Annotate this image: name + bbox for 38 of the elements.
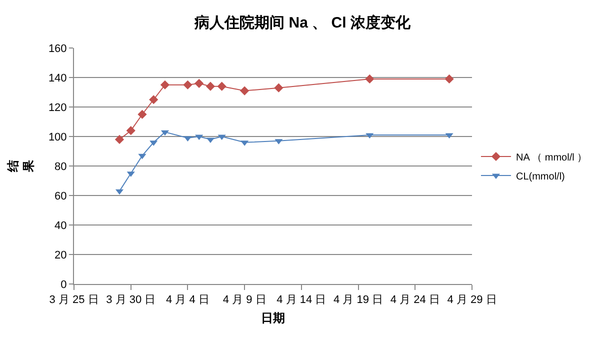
legend-label: CL(mmol/l) xyxy=(516,171,565,182)
x-tick-label: 4 月 29 日 xyxy=(447,294,497,306)
y-tick-label: 100 xyxy=(48,131,67,144)
chart-title: 病人住院期间 Na 、 Cl 浓度变化 xyxy=(194,14,412,32)
x-axis-title: 日期 xyxy=(261,311,285,326)
y-tick-label: 80 xyxy=(54,160,67,173)
x-tick-label: 4 月 9 日 xyxy=(222,294,266,306)
point xyxy=(365,74,374,84)
x-tick-label: 4 月 24 日 xyxy=(390,294,440,306)
y-tick-label: 40 xyxy=(54,220,67,232)
y-tick-label: 160 xyxy=(48,42,67,55)
point xyxy=(445,133,454,139)
point xyxy=(138,154,146,160)
y-tick-label: 140 xyxy=(48,72,67,84)
x-tick-label: 4 月 19 日 xyxy=(334,294,384,306)
point xyxy=(149,95,158,104)
point xyxy=(194,78,204,88)
x-tick-label: 3 月 25 日 xyxy=(49,294,99,306)
point xyxy=(240,86,250,96)
point xyxy=(160,80,170,90)
x-tick-label: 4 月 14 日 xyxy=(276,294,326,306)
y-tick-label: 60 xyxy=(54,190,67,202)
y-tick-label: 120 xyxy=(48,102,67,114)
point xyxy=(366,133,374,139)
legend-label: NA （ mmol/l ） xyxy=(516,152,588,164)
point xyxy=(114,134,124,144)
y-tick-label: 20 xyxy=(54,249,67,262)
point xyxy=(206,82,216,91)
y-axis-title: 结果 xyxy=(6,159,36,173)
x-tick-label: 4 月 4 日 xyxy=(166,294,210,306)
point xyxy=(138,110,147,119)
point xyxy=(274,83,284,92)
point xyxy=(217,82,226,91)
y-tick-label: 0 xyxy=(60,278,67,291)
point xyxy=(444,74,454,84)
point xyxy=(183,80,192,90)
x-tick-label: 3 月 30 日 xyxy=(106,294,156,306)
point xyxy=(126,126,136,136)
